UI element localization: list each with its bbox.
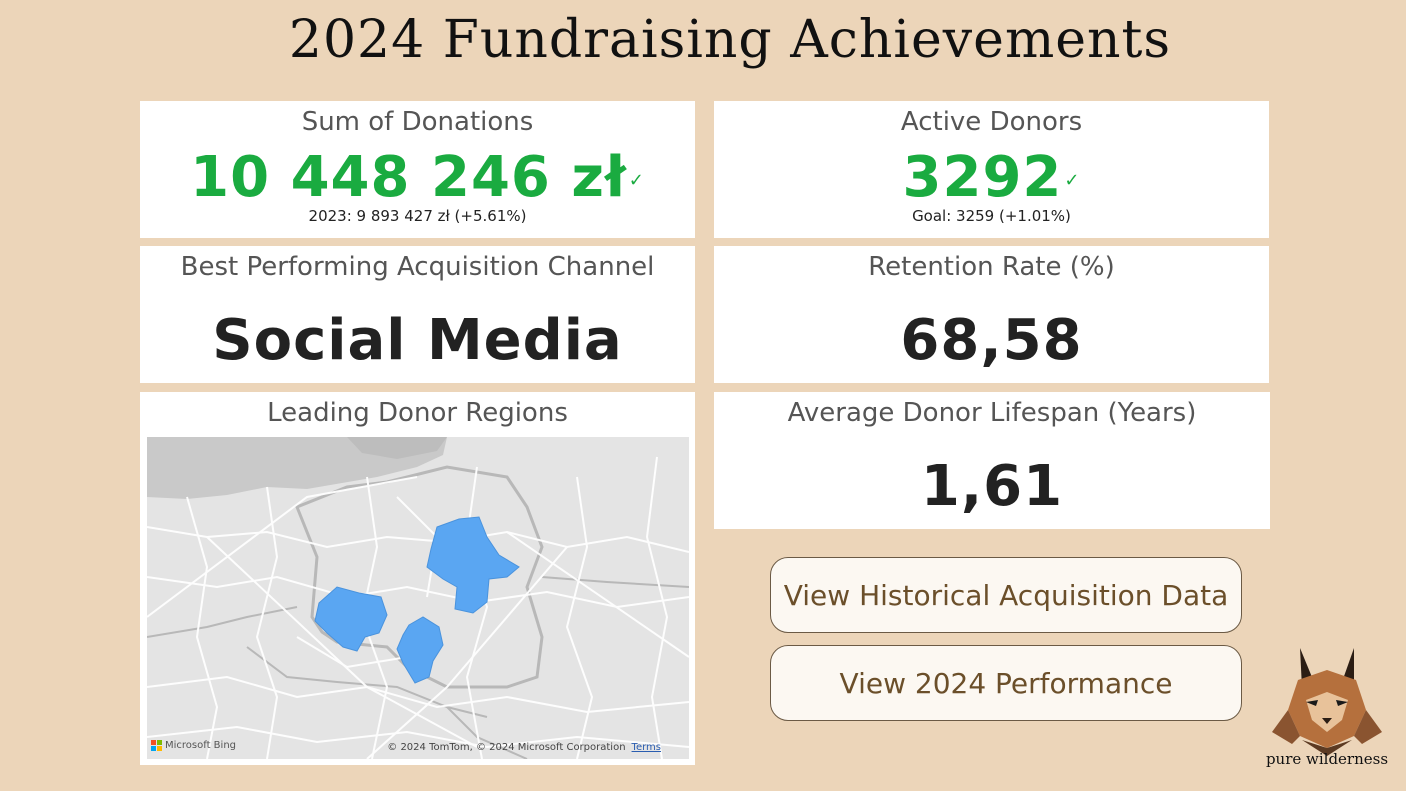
donations-card: Sum of Donations 10 448 246 zł ✓ 2023: 9 …	[140, 101, 695, 238]
map-canvas	[147, 437, 689, 759]
channel-value: Social Media	[212, 308, 623, 373]
bing-attribution: Microsoft Bing	[151, 740, 236, 751]
retention-card: Retention Rate (%) 68,58	[714, 246, 1269, 383]
map-copyright-text: © 2024 TomTom, © 2024 Microsoft Corporat…	[387, 742, 626, 753]
map-copyright: © 2024 TomTom, © 2024 Microsoft Corporat…	[387, 742, 661, 753]
donors-card: Active Donors 3292 ✓ Goal: 3259 (+1.01%)	[714, 101, 1269, 238]
donations-value: 10 448 246 zł	[190, 145, 627, 210]
check-icon: ✓	[628, 170, 645, 192]
map-terms-link[interactable]: Terms	[631, 742, 661, 753]
donors-value-row: 3292 ✓	[714, 145, 1269, 210]
donors-value: 3292	[902, 145, 1063, 210]
microsoft-logo-icon	[151, 740, 162, 751]
view-historical-button[interactable]: View Historical Acquisition Data	[770, 557, 1242, 633]
regions-label: Leading Donor Regions	[267, 398, 568, 428]
lynx-icon	[1272, 648, 1382, 756]
bing-label: Microsoft Bing	[165, 740, 237, 751]
donations-value-row: 10 448 246 zł ✓	[140, 145, 695, 210]
channel-card: Best Performing Acquisition Channel Soci…	[140, 246, 695, 383]
regions-card: Leading Donor Regions	[140, 392, 695, 765]
donors-label: Active Donors	[900, 107, 1083, 137]
check-icon: ✓	[1064, 170, 1081, 192]
channel-label: Best Performing Acquisition Channel	[180, 252, 655, 282]
retention-value: 68,58	[900, 308, 1083, 373]
lifespan-card: Average Donor Lifespan (Years) 1,61	[714, 392, 1270, 529]
lifespan-value: 1,61	[920, 454, 1064, 519]
lifespan-label: Average Donor Lifespan (Years)	[787, 398, 1197, 428]
brand-logo-text: pure wilderness	[1265, 750, 1389, 768]
view-2024-performance-button[interactable]: View 2024 Performance	[770, 645, 1242, 721]
donors-goal: Goal: 3259 (+1.01%)	[912, 207, 1071, 225]
retention-label: Retention Rate (%)	[868, 252, 1115, 282]
brand-logo: pure wilderness	[1262, 640, 1392, 780]
donations-label: Sum of Donations	[301, 107, 534, 137]
donations-comparison: 2023: 9 893 427 zł (+5.61%)	[308, 207, 527, 225]
page-title: 2024 Fundraising Achievements	[288, 10, 1172, 70]
donor-regions-map[interactable]: Microsoft Bing © 2024 TomTom, © 2024 Mic…	[147, 437, 689, 759]
